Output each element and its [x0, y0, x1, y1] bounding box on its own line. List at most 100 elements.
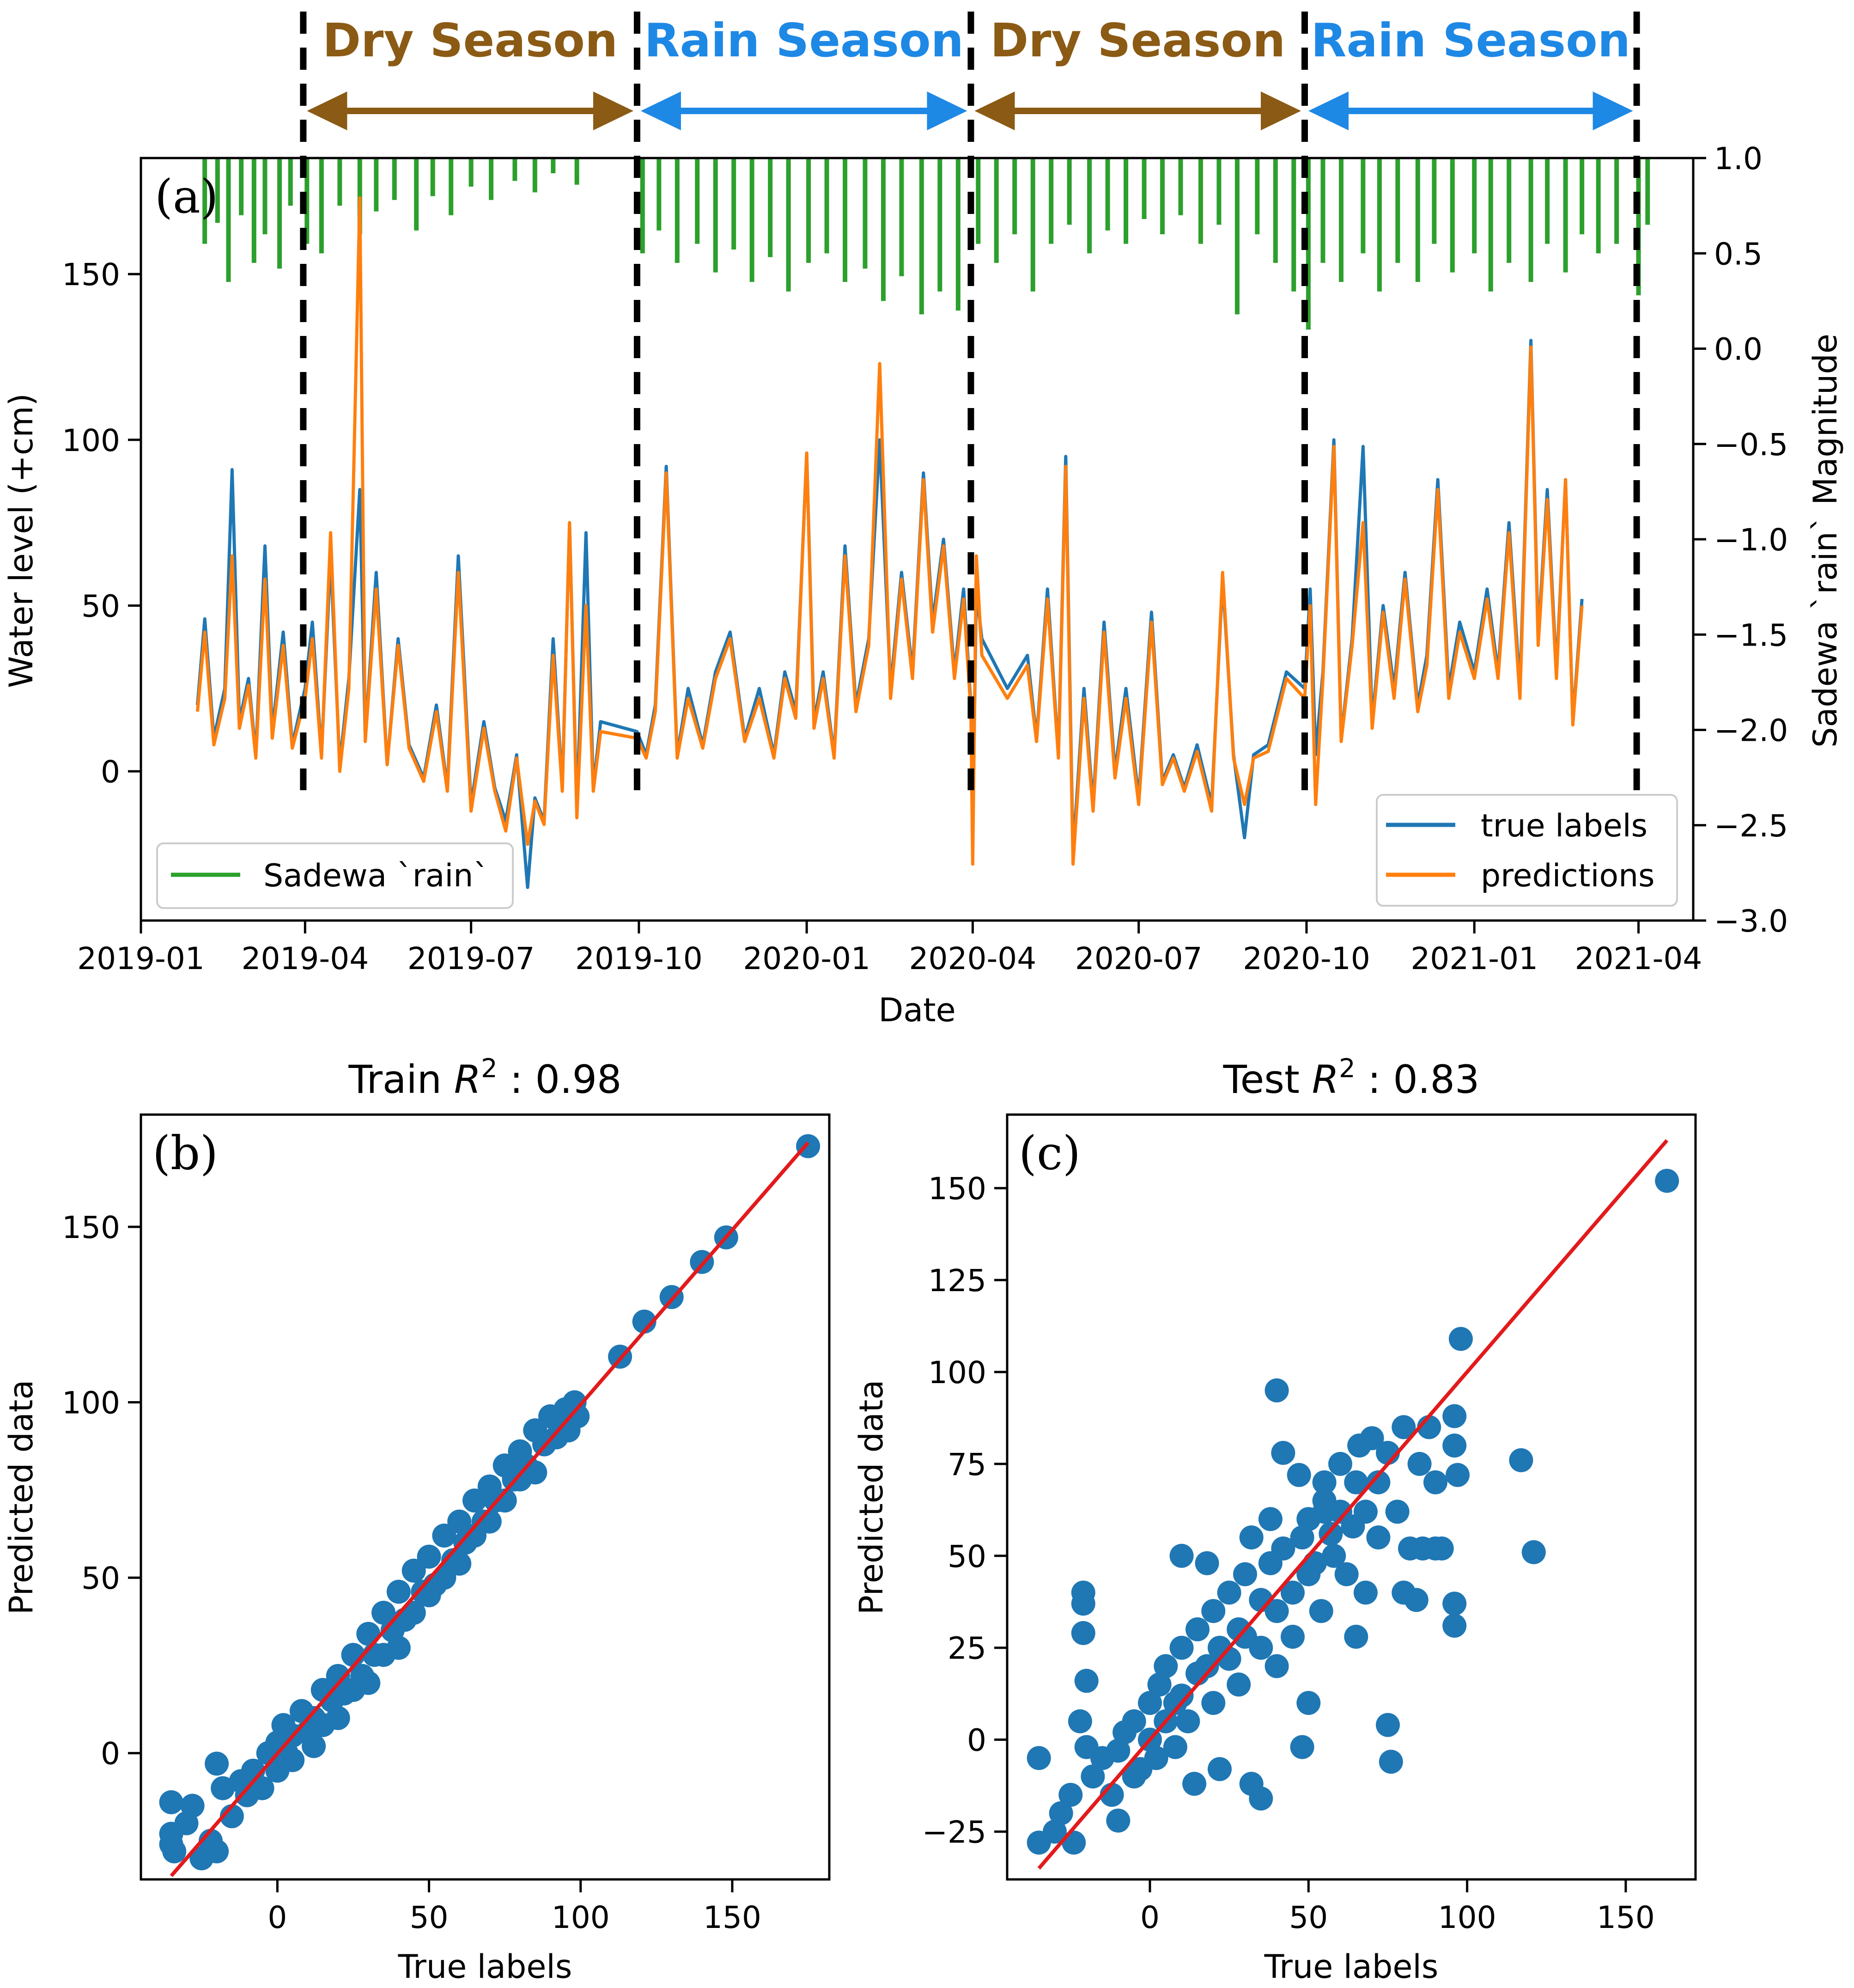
- season-boundary-lines: [300, 12, 1640, 790]
- scatter-point: [1043, 1819, 1067, 1844]
- panel-label-b: (b): [152, 1126, 218, 1180]
- panel-c-test-scatter: 0 50 100 150 −25 0 25 50 75 100 125 150 (c) Test R…: [852, 1054, 1697, 1986]
- scatter-point: [162, 1839, 187, 1864]
- x-tick-label: 2019-07: [407, 941, 535, 976]
- season-arrow-head-right: [1261, 91, 1301, 130]
- scatter-point: [211, 1776, 235, 1800]
- season-arrow-head-left: [307, 91, 347, 130]
- y-tick-label: 75: [948, 1447, 986, 1482]
- season-label: Dry Season: [990, 13, 1285, 67]
- y2-tick-label: 0.0: [1714, 332, 1763, 367]
- x-tick-label: 150: [1597, 1900, 1655, 1935]
- scatter-point: [1058, 1783, 1083, 1807]
- season-arrow-head-right: [593, 91, 633, 130]
- scatter-point: [1366, 1525, 1391, 1549]
- scatter-point: [1344, 1470, 1368, 1494]
- scatter-point: [1264, 1599, 1289, 1623]
- scatter-point: [1442, 1592, 1467, 1616]
- scatter-point: [1509, 1448, 1533, 1472]
- legend-label-rain: Sadewa `rain`: [263, 858, 489, 894]
- season-segment: Dry Season: [307, 13, 633, 130]
- scatter-point: [1281, 1580, 1305, 1605]
- scatter-point: [280, 1748, 305, 1772]
- scatter-point: [1360, 1426, 1384, 1451]
- scatter-point: [1448, 1327, 1473, 1351]
- y-tick-label: 150: [62, 1210, 120, 1245]
- fit-line: [170, 1141, 810, 1878]
- panel-label-a: (a): [155, 170, 219, 224]
- y-tick-label: 150: [62, 257, 120, 293]
- y-axis-ticks-b: 0 50 100 150: [62, 1210, 141, 1772]
- scatter-point: [250, 1776, 274, 1800]
- scatter-point: [1154, 1654, 1178, 1678]
- x-tick-label: 2020-07: [1075, 941, 1203, 976]
- y-tick-label: 100: [62, 423, 120, 458]
- scatter-point: [1049, 1801, 1073, 1825]
- scatter-point: [1296, 1691, 1321, 1715]
- predictions-line: [195, 196, 1584, 866]
- x-tick-label: 2021-01: [1410, 941, 1538, 976]
- x-tick-label: 100: [1438, 1900, 1496, 1935]
- scatter-point: [1290, 1735, 1314, 1759]
- scatter-point: [632, 1309, 656, 1334]
- scatter-point: [1185, 1617, 1210, 1641]
- scatter-point: [1264, 1378, 1289, 1403]
- scatter-point: [1062, 1830, 1086, 1855]
- scatter-point: [326, 1706, 350, 1730]
- scatter-point: [205, 1839, 229, 1864]
- x-tick-label: 2019-04: [241, 941, 369, 976]
- scatter-point: [1201, 1691, 1226, 1715]
- scatter-point: [1376, 1713, 1400, 1737]
- season-arrow-head-right: [927, 91, 967, 130]
- scatter-point: [1208, 1757, 1232, 1781]
- x-tick-label: 100: [552, 1900, 610, 1935]
- scatter-point: [1366, 1470, 1391, 1494]
- season-arrow-head-left: [1308, 91, 1349, 130]
- x-tick-label: 0: [1140, 1900, 1160, 1935]
- scatter-point: [1227, 1672, 1251, 1697]
- scatter-point: [417, 1544, 441, 1569]
- scatter-point: [1521, 1540, 1546, 1564]
- scatter-point: [1106, 1738, 1131, 1763]
- x-tick-label: 2020-10: [1243, 941, 1370, 976]
- scatter-point: [205, 1751, 229, 1776]
- scatter-point: [1655, 1169, 1679, 1193]
- scatter-point: [1423, 1470, 1447, 1494]
- scatter-point: [1027, 1746, 1051, 1770]
- panel-a-time-series: Dry Season Rain Season Dry Season Rain Seas…: [2, 12, 1844, 1029]
- season-arrow-head-left: [974, 91, 1015, 130]
- y-axis-label-a: Water level (+cm): [2, 393, 40, 688]
- scatter-point: [1201, 1599, 1226, 1623]
- season-segment: Rain Season: [1308, 13, 1633, 130]
- scatter-point: [1182, 1772, 1207, 1796]
- season-segment: Dry Season: [974, 13, 1301, 130]
- scatter-point: [1442, 1404, 1467, 1428]
- scatter-point: [386, 1579, 411, 1604]
- scatter-point: [1290, 1525, 1314, 1549]
- x-axis-label-a: Date: [878, 991, 955, 1029]
- legend-label-pred: predictions: [1481, 858, 1655, 894]
- season-arrow-head-left: [640, 91, 681, 130]
- y-axis-label-c: Predicted data: [852, 1380, 890, 1615]
- scatter-point: [1407, 1451, 1432, 1476]
- scatter-point: [159, 1790, 183, 1814]
- scatter-point: [1322, 1543, 1346, 1568]
- scatter-point: [447, 1551, 472, 1576]
- y-tick-label: 25: [948, 1631, 986, 1666]
- legend-label-true: true labels: [1481, 808, 1647, 844]
- scatter-point: [356, 1671, 381, 1695]
- y2-tick-label: −2.5: [1714, 808, 1788, 844]
- y2-tick-label: −1.5: [1714, 617, 1788, 653]
- season-label: Rain Season: [644, 13, 964, 67]
- x-tick-label: 50: [410, 1900, 449, 1935]
- legend-true-pred: true labels predictions: [1376, 794, 1678, 907]
- scatter-point: [1385, 1500, 1410, 1524]
- scatter-point: [1353, 1500, 1378, 1524]
- predictions-series: [195, 196, 1584, 866]
- y-tick-label: 150: [928, 1171, 986, 1207]
- scatter-point: [1195, 1551, 1219, 1575]
- scatter-point: [1233, 1562, 1257, 1586]
- scatter-point: [401, 1601, 426, 1625]
